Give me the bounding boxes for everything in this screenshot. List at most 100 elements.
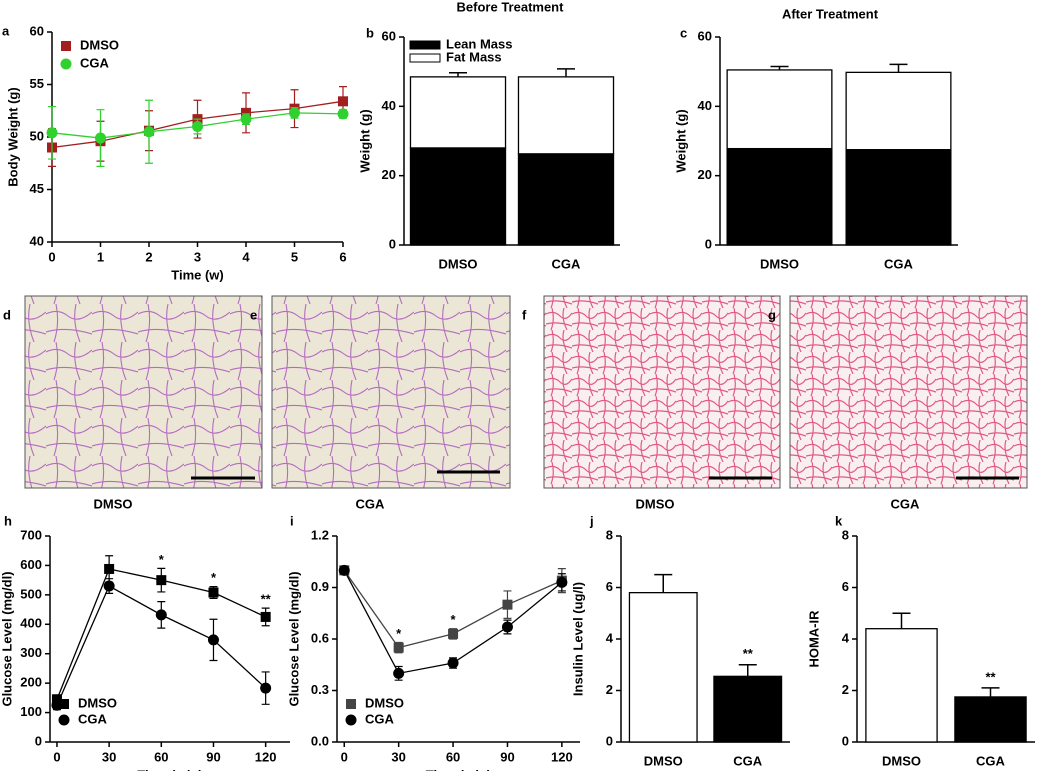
legend-label: Lean Mass xyxy=(446,36,512,51)
legend-label: CGA xyxy=(365,711,395,726)
x-tick-label: 30 xyxy=(102,749,116,764)
x-tick-label: 5 xyxy=(291,249,298,264)
image-caption: CGA xyxy=(356,496,386,511)
x-tick-label: 3 xyxy=(194,249,201,264)
y-tick-label: 2 xyxy=(606,682,613,697)
bar xyxy=(713,675,783,743)
error-bar xyxy=(557,68,575,77)
panel-letter: c xyxy=(680,25,687,40)
x-tick-label: CGA xyxy=(733,753,763,768)
data-point xyxy=(51,699,63,711)
significance-label: * xyxy=(396,626,402,641)
legend-label: DMSO xyxy=(78,695,117,710)
y-tick-label: 60 xyxy=(382,28,396,43)
x-tick-label: 2 xyxy=(145,249,152,264)
y-tick-label: 60 xyxy=(30,23,44,38)
legend-label: CGA xyxy=(80,55,110,70)
panel-letter: k xyxy=(835,513,843,528)
y-axis-label: Glucose Level (mg/dl) xyxy=(286,571,301,706)
bar xyxy=(954,696,1027,743)
y-tick-label: 400 xyxy=(20,616,42,631)
image-caption: DMSO xyxy=(94,496,133,511)
y-tick-label: 2 xyxy=(842,682,849,697)
histology-image xyxy=(24,295,263,489)
significance-label: * xyxy=(211,570,217,585)
legend-label: DMSO xyxy=(80,37,119,52)
x-tick-label: 0 xyxy=(341,749,348,764)
y-tick-label: 700 xyxy=(20,527,42,542)
data-point xyxy=(155,609,167,621)
x-tick-label: DMSO xyxy=(760,256,799,271)
bar-segment xyxy=(409,76,507,149)
y-axis-label: Body Weight (g) xyxy=(5,87,20,186)
legend-marker xyxy=(60,58,72,70)
legend-label: DMSO xyxy=(365,695,404,710)
x-tick-label: 1 xyxy=(97,249,104,264)
panel-letter: f xyxy=(522,307,527,322)
y-tick-label: 55 xyxy=(30,76,44,91)
y-tick-label: 500 xyxy=(20,586,42,601)
y-tick-label: 8 xyxy=(606,527,613,542)
x-axis-label: Time (min) xyxy=(137,767,203,771)
y-tick-label: 0.6 xyxy=(311,630,329,645)
y-tick-label: 0.9 xyxy=(311,579,329,594)
bar xyxy=(865,628,938,743)
y-tick-label: 50 xyxy=(30,128,44,143)
x-tick-label: 0 xyxy=(48,249,55,264)
y-axis-label: Weight (g) xyxy=(673,109,688,172)
error-bar xyxy=(892,612,911,629)
data-point xyxy=(448,628,459,639)
data-point xyxy=(143,126,155,138)
x-tick-label: 60 xyxy=(154,749,168,764)
y-tick-label: 0.3 xyxy=(311,682,329,697)
legend-marker xyxy=(61,41,71,51)
x-tick-label: 6 xyxy=(339,249,346,264)
data-point xyxy=(104,563,115,574)
bar-segment xyxy=(726,69,833,150)
y-tick-label: 4 xyxy=(606,630,614,645)
x-tick-label: 120 xyxy=(551,749,573,764)
data-point xyxy=(501,621,513,633)
y-tick-label: 1.2 xyxy=(311,527,329,542)
error-bar xyxy=(981,687,1000,697)
y-tick-label: 6 xyxy=(606,579,613,594)
legend-marker xyxy=(59,699,69,709)
x-axis-label: Time (w) xyxy=(171,267,224,282)
panel-letter: a xyxy=(2,23,10,38)
y-axis-label: Weight (g) xyxy=(357,109,372,172)
y-tick-label: 0 xyxy=(842,733,849,748)
data-point xyxy=(192,121,203,132)
legend-marker xyxy=(346,699,356,709)
y-tick-label: 600 xyxy=(20,557,42,572)
data-point xyxy=(393,642,404,653)
y-tick-label: 300 xyxy=(20,645,42,660)
x-tick-label: 0 xyxy=(53,749,60,764)
bar-segment xyxy=(409,147,507,246)
panel-letter: h xyxy=(4,513,12,528)
x-tick-label: DMSO xyxy=(439,256,478,271)
significance-label: * xyxy=(159,552,165,567)
chart-title: Before Treatment xyxy=(457,0,565,14)
data-point xyxy=(260,682,272,694)
y-tick-label: 6 xyxy=(842,579,849,594)
legend-swatch xyxy=(409,40,441,50)
data-point xyxy=(51,694,62,705)
bar-segment xyxy=(726,147,833,246)
bar-segment xyxy=(517,153,615,246)
x-tick-label: 30 xyxy=(391,749,405,764)
x-tick-label: 120 xyxy=(255,749,277,764)
error-bar xyxy=(654,573,673,593)
y-tick-label: 0 xyxy=(35,733,42,748)
data-point xyxy=(207,634,219,646)
error-bar xyxy=(449,71,467,77)
data-point xyxy=(208,587,219,598)
error-bar xyxy=(889,63,908,73)
error-bar xyxy=(738,664,757,677)
y-tick-label: 60 xyxy=(698,28,712,43)
panel-letter: i xyxy=(290,513,294,528)
bar-segment xyxy=(845,71,952,151)
y-tick-label: 40 xyxy=(382,98,396,113)
data-point xyxy=(156,575,167,586)
histology-image xyxy=(271,295,511,489)
